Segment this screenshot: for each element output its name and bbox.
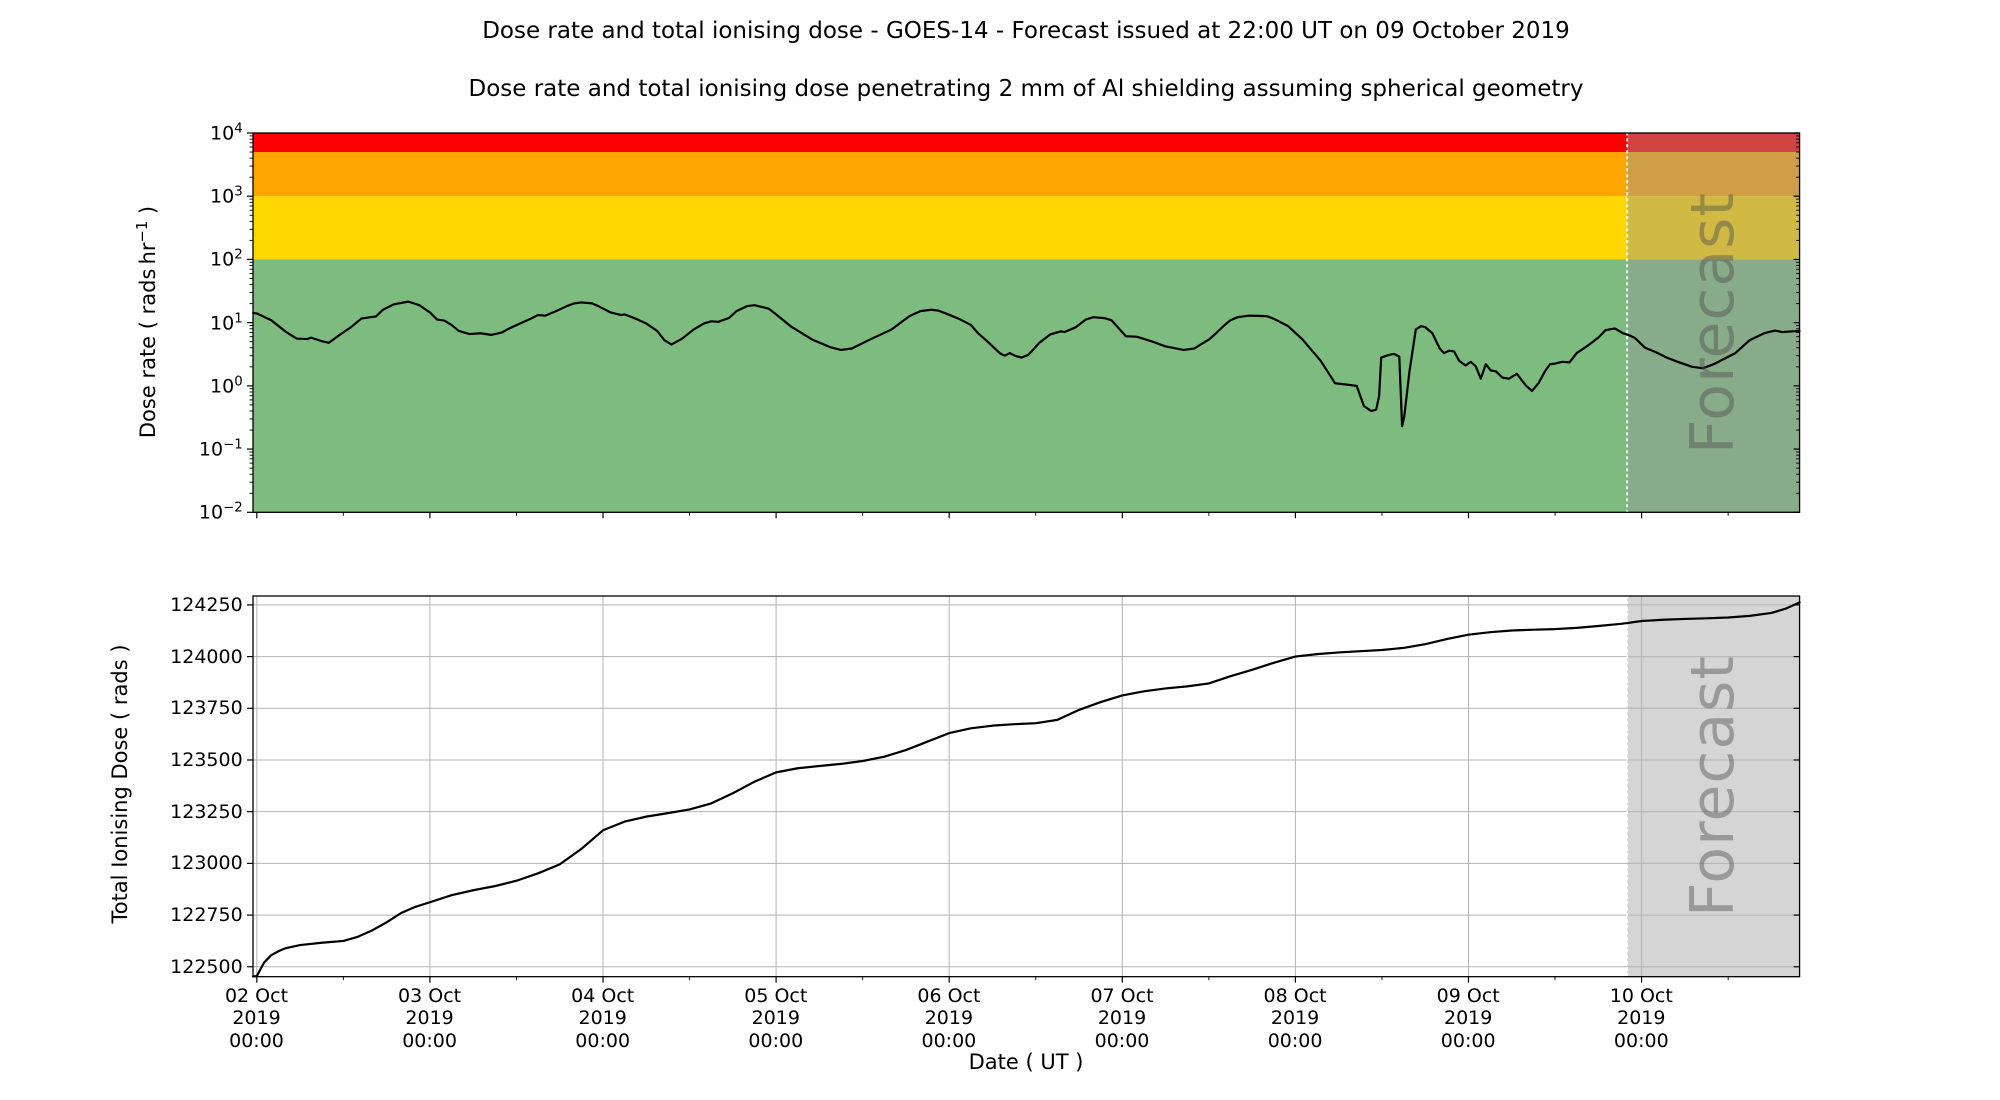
total-dose-curve xyxy=(251,601,1801,978)
yellow-alert-band xyxy=(252,196,1800,260)
sub-title: Dose rate and total ionising dose penetr… xyxy=(468,76,1584,102)
x-tick-label: 03 Oct 2019 00:00 xyxy=(398,984,462,1052)
total-dose-ytick-label: 122500 xyxy=(170,955,243,978)
main-title: Dose rate and total ionising dose - GOES… xyxy=(482,18,1570,44)
x-tick-label: 04 Oct 2019 00:00 xyxy=(571,984,635,1052)
x-tick-label: 06 Oct 2019 00:00 xyxy=(917,984,981,1052)
total-dose-ytick-label: 123000 xyxy=(170,852,243,875)
dose-rate-ytick-label: 104 xyxy=(210,121,243,145)
x-tick-label: 07 Oct 2019 00:00 xyxy=(1090,984,1154,1052)
total-dose-ytick-label: 123750 xyxy=(170,697,243,720)
date-axis-label: Date ( UT ) xyxy=(968,1050,1084,1074)
total-dose-ytick-label: 122750 xyxy=(170,904,243,927)
green-safe-band xyxy=(252,259,1800,513)
dose-rate-ytick-label: 10−1 xyxy=(198,437,243,461)
total-dose-axis-label: Total Ionising Dose ( rads ) xyxy=(108,644,132,924)
forecast-region-top xyxy=(1626,132,1800,513)
forecast-watermark-top: Forecast xyxy=(1678,191,1749,454)
orange-alert-band xyxy=(252,152,1800,197)
dose-rate-curve xyxy=(251,300,1801,428)
plot-border xyxy=(252,132,1800,513)
dose-rate-axis-label: Dose rate ( rads hr−1 ) xyxy=(134,205,160,438)
x-tick-label: 05 Oct 2019 00:00 xyxy=(744,984,808,1052)
dose-rate-ytick-label: 103 xyxy=(210,184,243,208)
x-tick-label: 10 Oct 2019 00:00 xyxy=(1609,984,1673,1052)
plot-border xyxy=(252,595,1800,978)
total-dose-ytick-label: 124000 xyxy=(170,645,243,668)
red-alert-band xyxy=(252,132,1800,153)
x-tick-label: 02 Oct 2019 00:00 xyxy=(224,984,289,1052)
total-dose-ytick-label: 123250 xyxy=(170,800,243,823)
x-tick-label: 08 Oct 2019 00:00 xyxy=(1263,984,1327,1052)
total-dose-ytick-label: 124250 xyxy=(170,593,243,616)
forecast-region-bottom xyxy=(1626,595,1800,977)
dose-rate-ytick-label: 102 xyxy=(210,247,243,272)
x-tick-label: 09 Oct 2019 00:00 xyxy=(1436,984,1500,1052)
total-dose-plot xyxy=(246,594,1801,983)
total-dose-ytick-label: 123500 xyxy=(170,748,243,771)
dose-rate-plot xyxy=(246,131,1801,519)
dose-rate-ytick-label: 10−2 xyxy=(198,500,243,524)
dose-rate-ytick-label: 101 xyxy=(210,310,243,335)
dose-rate-ytick-label: 100 xyxy=(210,374,243,398)
forecast-watermark-bottom: Forecast xyxy=(1678,655,1749,918)
